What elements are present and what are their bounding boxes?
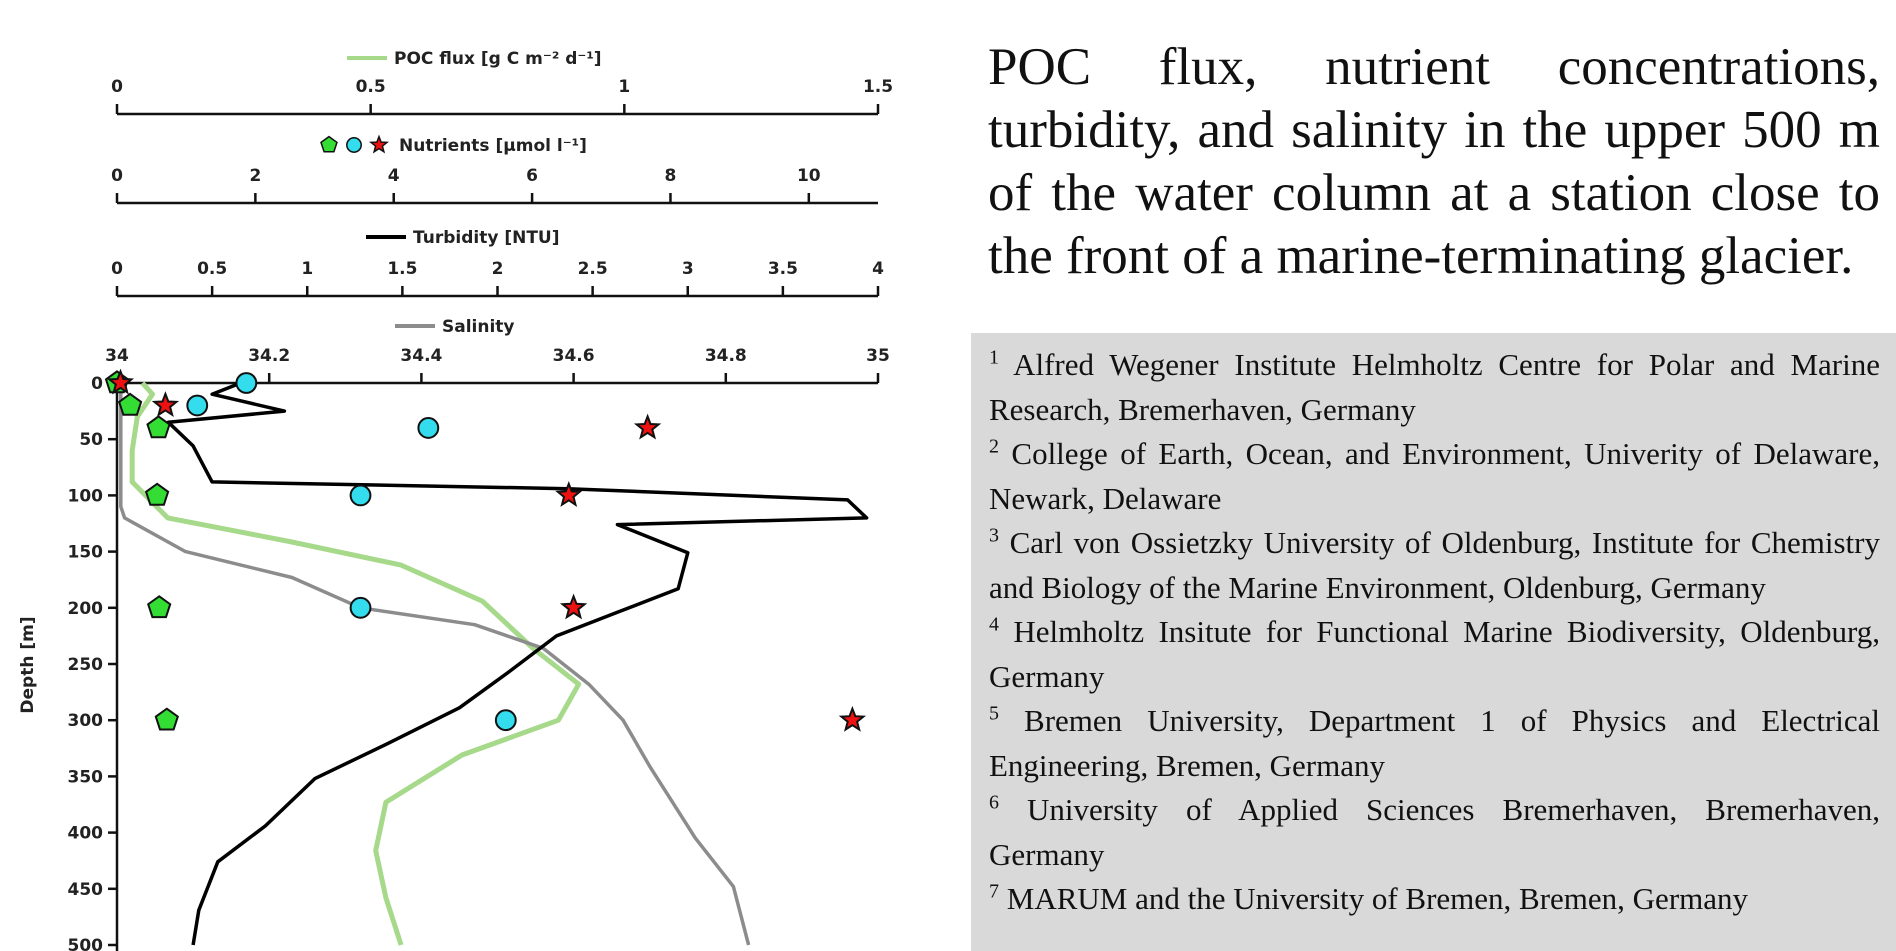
y-tick-label: 0 — [91, 374, 103, 394]
x-tick-label: 1.5 — [863, 77, 893, 97]
nutrient-point — [147, 595, 172, 619]
x-tick-label: 0.5 — [197, 259, 227, 279]
nutrient-point — [235, 372, 258, 394]
y-tick-label: 50 — [79, 430, 103, 450]
x-tick-label: 34.6 — [553, 346, 595, 366]
nutrient-point — [559, 593, 588, 620]
x-tick-label: 10 — [797, 166, 821, 186]
x-tick-label: 34.8 — [705, 346, 747, 366]
affiliation-number: 3 — [989, 524, 999, 547]
y-tick-label: 400 — [68, 824, 104, 844]
y-tick-label: 250 — [68, 655, 104, 675]
x-tick-label: 0 — [111, 259, 123, 279]
x-tick-label: 4 — [388, 166, 400, 186]
nutrient-point — [349, 596, 372, 619]
affiliations: 1 Alfred Wegener Institute Helmholtz Cen… — [971, 333, 1896, 951]
x-tick-label: 0 — [111, 77, 123, 97]
x-tick-label: 1 — [301, 259, 313, 279]
y-tick-label: 450 — [68, 880, 104, 900]
x-tick-label: 2 — [249, 166, 261, 186]
x-tick-label: 2 — [492, 259, 504, 279]
nutrient-point — [144, 482, 170, 506]
nutrient-point — [494, 709, 517, 732]
x-tick-label: 35 — [866, 346, 890, 366]
nutrient-point — [106, 368, 135, 395]
y-tick-label: 350 — [68, 767, 104, 787]
affiliation-text: Carl von Ossietzky University of Oldenbu… — [989, 525, 1880, 605]
heading: POC flux, nutrient concentrations, turbi… — [988, 38, 1880, 285]
affiliation-text: College of Earth, Ocean, and Environment… — [989, 436, 1880, 516]
affiliation-number: 5 — [989, 702, 999, 725]
affiliation-number: 4 — [989, 613, 999, 636]
y-tick-label: 200 — [68, 599, 104, 619]
affiliation-number: 2 — [989, 435, 999, 458]
legend-marker — [346, 137, 362, 153]
x-tick-label: 0 — [111, 166, 123, 186]
affiliation-number: 1 — [989, 346, 999, 369]
affiliation-number: 6 — [989, 791, 999, 814]
affiliation-text: Alfred Wegener Institute Helmholtz Centr… — [989, 347, 1880, 427]
x-tick-label: 6 — [526, 166, 538, 186]
affiliation: 3 Carl von Ossietzky University of Olden… — [989, 521, 1880, 610]
nutrient-point — [417, 417, 440, 439]
profile-line — [119, 383, 751, 946]
nutrient-point — [838, 705, 867, 732]
x-tick-label: 34 — [105, 346, 129, 366]
nutrient-point — [555, 481, 583, 507]
y-tick-label: 300 — [68, 711, 104, 731]
x-tick-label: 1 — [618, 77, 630, 97]
legend-marker — [368, 134, 390, 154]
legend-marker — [320, 135, 338, 153]
legend-label: Salinity — [442, 317, 515, 337]
legend-label: Nutrients [µmol l⁻¹] — [399, 136, 587, 156]
x-tick-label: 34.2 — [248, 346, 290, 366]
affiliation-text: University of Applied Sciences Bremerhav… — [989, 792, 1880, 872]
legend-label: Turbidity [NTU] — [413, 228, 560, 248]
nutrient-point — [633, 413, 662, 440]
x-tick-label: 34.4 — [400, 346, 442, 366]
y-tick-label: 500 — [68, 936, 104, 951]
y-axis-label: Depth [m] — [18, 616, 38, 713]
x-tick-label: 3.5 — [768, 259, 798, 279]
nutrient-point — [349, 484, 372, 507]
x-tick-label: 3 — [682, 259, 694, 279]
affiliation-number: 7 — [989, 880, 999, 903]
profile-line — [166, 381, 869, 946]
affiliation-text: Bremen University, Department 1 of Physi… — [989, 703, 1880, 783]
nutrient-point — [151, 391, 180, 418]
legend-label: POC flux [g C m⁻² d⁻¹] — [394, 49, 602, 69]
nutrient-point — [186, 394, 209, 417]
profile-line — [129, 381, 582, 946]
x-tick-label: 1.5 — [387, 259, 417, 279]
affiliation: 7 MARUM and the University of Bremen, Br… — [989, 877, 1880, 922]
affiliation: 6 University of Applied Sciences Bremerh… — [989, 788, 1880, 877]
affiliation-text: MARUM and the University of Bremen, Brem… — [1006, 881, 1749, 916]
y-tick-label: 100 — [68, 486, 104, 506]
affiliation: 1 Alfred Wegener Institute Helmholtz Cen… — [989, 343, 1880, 432]
affiliation: 4 Helmholtz Insitute for Functional Mari… — [989, 610, 1880, 699]
x-tick-label: 4 — [872, 259, 884, 279]
y-tick-label: 150 — [68, 543, 104, 563]
x-tick-label: 0.5 — [356, 77, 386, 97]
nutrient-point — [146, 415, 171, 439]
affiliation: 2 College of Earth, Ocean, and Environme… — [989, 432, 1880, 521]
nutrient-point — [154, 707, 179, 731]
x-tick-label: 2.5 — [578, 259, 608, 279]
affiliation-text: Helmholtz Insitute for Functional Marine… — [989, 614, 1881, 694]
nutrient-point — [118, 392, 143, 416]
affiliation: 5 Bremen University, Department 1 of Phy… — [989, 699, 1880, 788]
x-tick-label: 8 — [665, 166, 677, 186]
